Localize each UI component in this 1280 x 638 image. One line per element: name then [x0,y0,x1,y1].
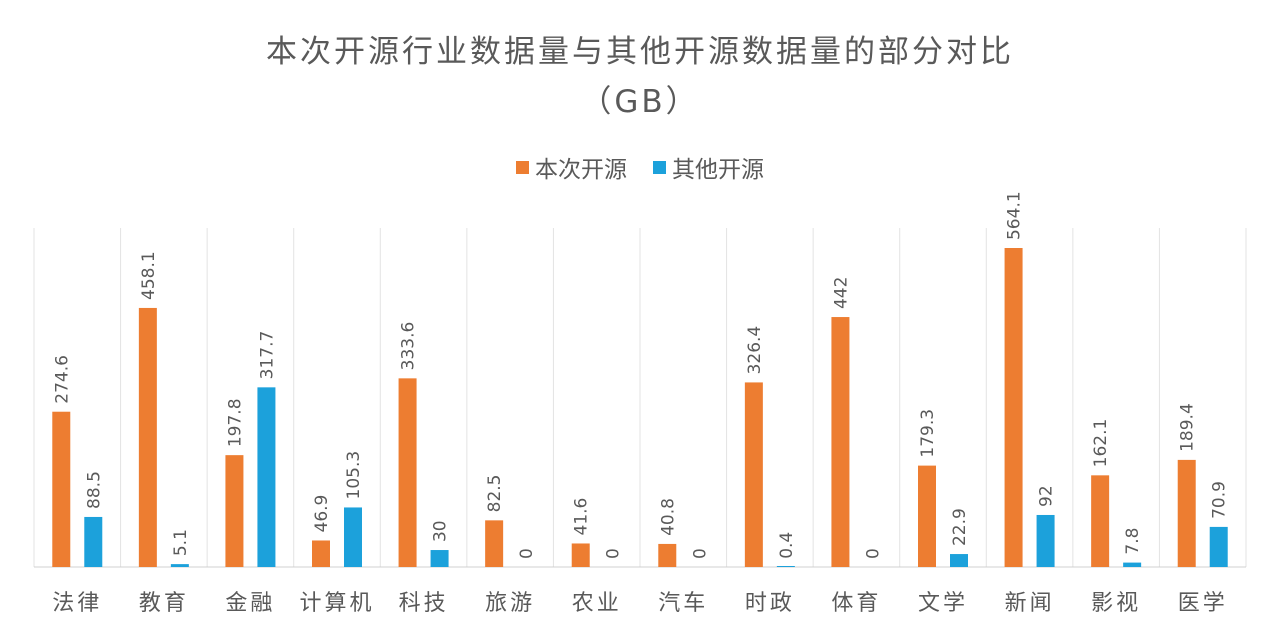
x-tick-label: 教育 [139,591,189,616]
data-label-series-2: 7.8 [1123,528,1143,555]
bar-series-1 [398,378,417,567]
x-tick-label: 金融 [225,591,275,616]
legend-item-series-1: 本次开源 [516,150,627,184]
data-label-series-1: 333.6 [399,322,419,371]
data-label-series-1: 458.1 [139,251,159,300]
legend-label-series-1: 本次开源 [535,157,627,183]
bar-series-1 [571,543,590,567]
x-tick-label: 汽车 [658,591,708,616]
data-label-series-2: 30 [431,520,451,542]
bar-series-2 [344,507,362,567]
legend-swatch-series-1 [516,160,529,174]
bar-series-2 [776,566,795,567]
data-label-series-2: 0.4 [777,532,797,559]
x-tick-label: 文学 [918,591,968,616]
x-tick-label: 法律 [52,591,102,616]
bar-series-1 [1177,459,1196,567]
x-tick-label: 计算机 [299,591,374,616]
legend-label-series-2: 其他开源 [672,157,764,183]
data-label-series-2: 317.7 [257,331,277,380]
bar-series-1 [831,317,850,567]
data-label-series-2: 70.9 [1210,481,1230,519]
bar-series-2 [1209,526,1228,567]
data-label-series-1: 564.1 [1005,191,1025,240]
bar-series-2 [1036,514,1055,567]
legend: 本次开源 其他开源 [0,150,1280,184]
x-tick-label: 医学 [1178,591,1228,616]
chart-title: 本次开源行业数据量与其他开源数据量的部分对比 [266,34,1014,70]
bar-series-2 [84,516,103,567]
data-label-series-2: 5.1 [171,529,191,556]
data-label-series-1: 197.8 [225,398,245,447]
data-label-series-1: 189.4 [1178,403,1198,452]
bar-series-1 [225,455,244,567]
data-label-series-1: 46.9 [312,495,332,533]
data-label-series-2: 88.5 [84,471,104,509]
bar-series-2 [430,550,449,567]
bar-series-1 [138,307,157,567]
data-label-series-2: 92 [1037,485,1057,507]
data-label-series-1: 162.1 [1091,419,1111,468]
legend-item-series-2: 其他开源 [653,150,764,184]
bar-series-2 [170,564,189,567]
data-label-series-2: 22.9 [950,508,970,546]
data-label-series-1: 179.3 [918,409,938,458]
bar-series-2 [257,387,276,567]
data-label-series-1: 274.6 [52,355,72,404]
legend-swatch-series-2 [653,160,666,174]
bar-series-1 [744,382,763,567]
x-tick-label: 新闻 [1005,591,1055,616]
bar-series-2 [950,554,968,567]
bar-series-1 [1004,248,1023,567]
x-tick-label: 体育 [831,591,881,616]
data-label-series-1: 442 [831,277,851,309]
x-tick-label: 农业 [572,591,622,616]
data-label-series-2: 0 [690,548,710,559]
bar-series-1 [658,543,677,567]
data-label-series-1: 40.8 [658,498,678,536]
bar-series-1 [312,540,330,567]
data-label-series-2: 0 [863,548,883,559]
chart-subtitle: （GB） [580,84,700,120]
x-tick-label: 影视 [1091,591,1141,616]
x-tick-label: 旅游 [485,591,535,616]
bar-series-1 [1091,475,1110,567]
bar-series-1 [52,411,71,567]
data-label-series-1: 82.5 [485,474,505,512]
x-tick-label: 科技 [399,591,449,616]
data-label-series-1: 326.4 [745,326,765,375]
data-label-series-2: 0 [517,548,537,559]
data-label-series-1: 41.6 [572,498,592,536]
bar-series-2 [1123,562,1142,567]
x-tick-label: 时政 [745,591,795,616]
data-label-series-2: 0 [604,548,624,559]
bar-series-1 [918,465,936,567]
data-label-series-2: 105.3 [344,451,364,500]
bar-series-1 [485,520,504,567]
